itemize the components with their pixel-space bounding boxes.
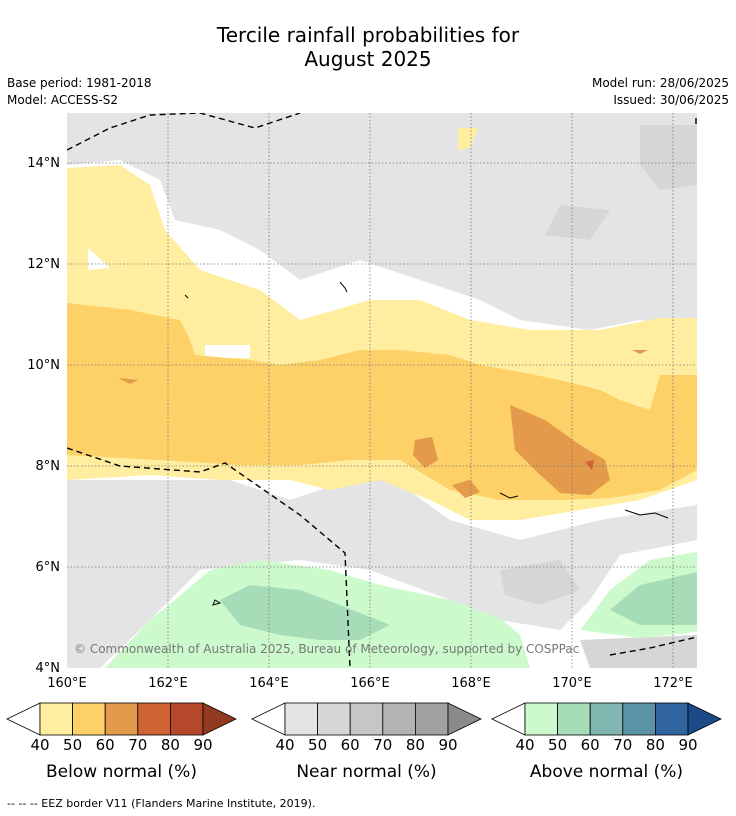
lat-tick: 12°N: [27, 257, 60, 272]
lat-tick: 14°N: [27, 156, 60, 171]
colorbar-tick: 90: [438, 736, 458, 754]
colorbar-tick: 70: [613, 736, 633, 754]
colorbar-tick: 50: [308, 736, 328, 754]
near-normal-colorbar: [251, 702, 482, 736]
lat-axis: 14°N 12°N 10°N 8°N 6°N 4°N: [27, 156, 60, 676]
colorbar-tick: 70: [128, 736, 148, 754]
colorbar-segment: [317, 702, 351, 736]
colorbar-tick: 40: [275, 736, 295, 754]
model-name: Model: ACCESS-S2: [7, 93, 119, 107]
above-normal-colorbar: [491, 702, 722, 736]
lon-axis: 160°E 162°E 164°E 166°E 168°E 170°E 172°…: [47, 676, 693, 691]
colorbar-tick: 60: [580, 736, 600, 754]
lon-tick: 172°E: [653, 676, 693, 691]
colorbar-tick: 90: [193, 736, 213, 754]
colorbar-segment: [349, 702, 384, 736]
forecast-map: © Commonwealth of Australia 2025, Bureau…: [27, 113, 697, 691]
lon-tick: 160°E: [47, 676, 87, 691]
colorbar-tick: 70: [373, 736, 393, 754]
colorbar-segment: [39, 702, 73, 736]
colorbar-label: Below normal (%): [46, 762, 197, 782]
colorbar-min-arrow: [251, 702, 286, 736]
title-line-2: August 2025: [304, 47, 432, 71]
colorbar-label: Above normal (%): [529, 762, 684, 782]
colorbar-tick: 90: [678, 736, 698, 754]
colorbar-segment: [104, 702, 139, 736]
colorbar-max-arrow: [202, 702, 237, 736]
colorbar-segment: [284, 702, 318, 736]
issued-date: Issued: 30/06/2025: [613, 93, 729, 107]
lat-tick: 4°N: [36, 661, 61, 676]
colorbar-tick: 60: [340, 736, 360, 754]
footer-note: -- -- -- EEZ border V11 (Flanders Marine…: [7, 797, 316, 810]
lon-tick: 164°E: [249, 676, 289, 691]
colorbar-tick: 50: [548, 736, 568, 754]
below-normal-60: [510, 405, 610, 495]
near-normal-south: [67, 470, 697, 668]
lat-tick: 6°N: [36, 560, 61, 575]
colorbar-segment: [622, 702, 656, 736]
colorbar-tick: 60: [95, 736, 115, 754]
near-normal-north: [67, 113, 697, 330]
lon-tick: 166°E: [350, 676, 390, 691]
model-run: Model run: 28/06/2025: [591, 76, 729, 90]
colorbar-segment: [557, 702, 591, 736]
below-normal-colorbar: [6, 702, 237, 736]
copyright-text: © Commonwealth of Australia 2025, Bureau…: [74, 642, 579, 656]
colorbar-tick: 40: [515, 736, 535, 754]
lon-tick: 162°E: [148, 676, 188, 691]
near-normal-north-core: [640, 125, 697, 190]
colorbar-tick: 40: [30, 736, 50, 754]
lon-tick: 170°E: [552, 676, 592, 691]
colorbar-label: Near normal (%): [296, 762, 437, 782]
above-normal-50: [220, 585, 390, 640]
colorbar-tick: 50: [63, 736, 83, 754]
colorbar-tick: 80: [160, 736, 180, 754]
colorbar-segment: [72, 702, 106, 736]
colorbar-segment: [589, 702, 624, 736]
colorbar-min-arrow: [6, 702, 41, 736]
title-line-1: Tercile rainfall probabilities for: [216, 23, 520, 47]
lat-tick: 8°N: [36, 459, 61, 474]
eez-border: [67, 113, 697, 668]
colorbar-segment: [654, 702, 689, 736]
colorbar-segment: [137, 702, 171, 736]
colorbar-max-arrow: [687, 702, 722, 736]
colorbar-segment: [382, 702, 416, 736]
lon-tick: 168°E: [451, 676, 491, 691]
colorbar-segment: [524, 702, 558, 736]
lat-tick: 10°N: [27, 358, 60, 373]
colorbar-segment: [414, 702, 449, 736]
colorbar-tick: 80: [645, 736, 665, 754]
colorbar-max-arrow: [447, 702, 482, 736]
colorbar-segment: [169, 702, 204, 736]
colorbar-tick: 80: [405, 736, 425, 754]
base-period: Base period: 1981-2018: [7, 76, 152, 90]
colorbar-min-arrow: [491, 702, 526, 736]
